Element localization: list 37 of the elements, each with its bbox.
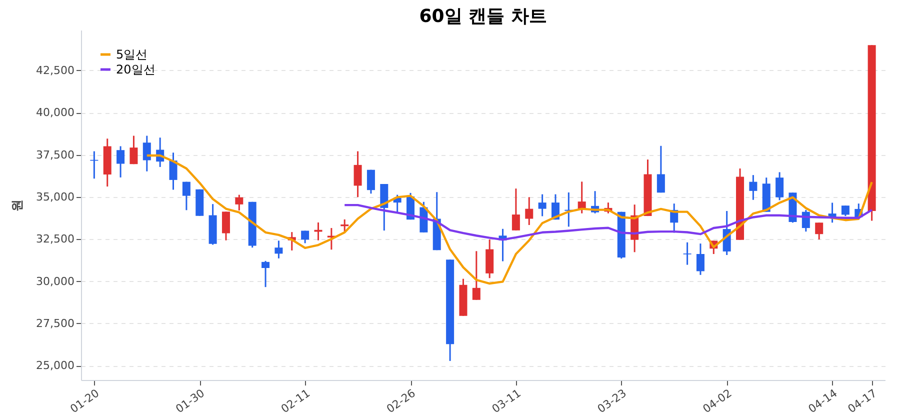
candlestick: [354, 150, 362, 198]
candlestick: [301, 230, 310, 244]
candlestick: [578, 180, 586, 214]
legend-label: 20일선: [116, 62, 156, 76]
candlestick: [696, 242, 704, 276]
candlestick: [749, 174, 758, 201]
candlestick: [525, 196, 534, 226]
candlestick: [142, 135, 151, 172]
candlestick: [169, 152, 178, 190]
candlestick: [512, 188, 520, 232]
candlestick: [683, 242, 692, 266]
y-tick-label: 35,000: [36, 190, 74, 204]
candlestick: [116, 145, 125, 178]
candlestick: [222, 210, 230, 242]
candlestick: [656, 145, 665, 194]
candlestick: [815, 222, 824, 240]
y-tick-label: 32,500: [36, 232, 74, 246]
candlestick: [274, 240, 283, 260]
candlestick: [776, 171, 784, 201]
candlestick: [262, 260, 270, 288]
candlestick: [130, 135, 138, 165]
y-tick-label: 42,500: [36, 64, 74, 77]
chart-title: 60일 캔들 차트: [419, 6, 547, 27]
y-tick-label: 30,000: [36, 274, 74, 288]
legend-label: 5일선: [116, 48, 148, 62]
candlestick: [366, 169, 375, 194]
y-tick-label: 25,000: [36, 359, 74, 372]
candlestick: [841, 204, 850, 217]
candlestick: [380, 183, 388, 232]
candlestick: [235, 194, 244, 212]
y-tick-label: 37,500: [36, 148, 74, 162]
y-tick-label: 27,500: [36, 316, 74, 330]
y-tick-label: 40,000: [36, 106, 74, 120]
candlestick: [538, 194, 546, 217]
candlestick: [182, 181, 190, 211]
candlestick: [472, 250, 480, 301]
y-axis-title: 원: [10, 200, 24, 212]
